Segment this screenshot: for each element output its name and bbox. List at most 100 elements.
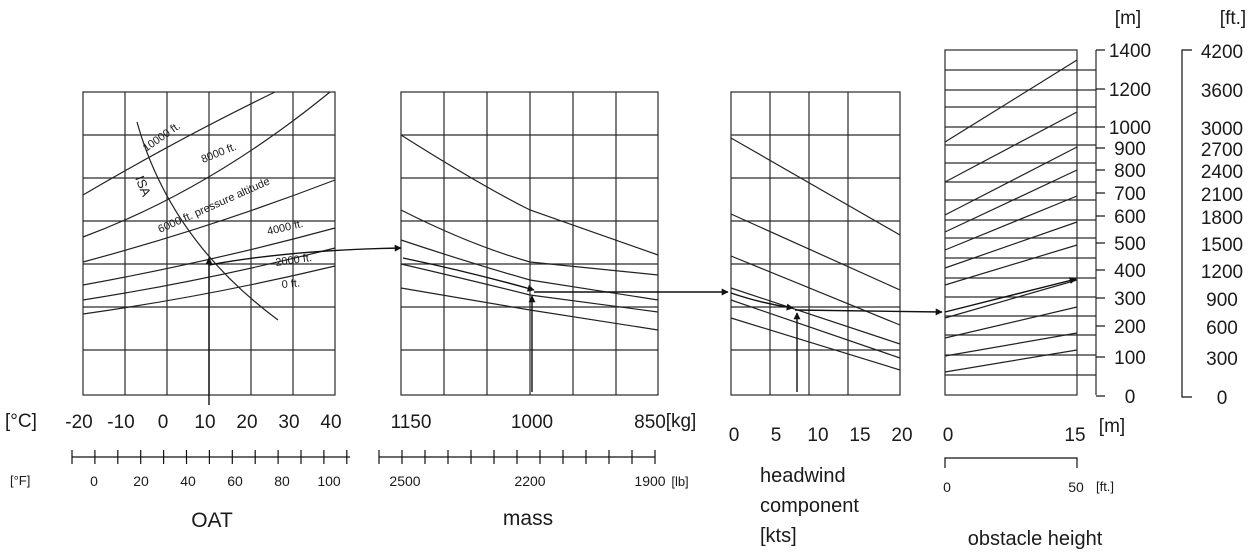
m-tick-label: 100: [1114, 348, 1146, 369]
obstacle-guide-line: [944, 146, 1078, 216]
isa-label: ISA: [132, 174, 154, 199]
obstacle-guide-line: [944, 195, 1078, 251]
lb-unit: [lb]: [671, 474, 688, 489]
oat-panel: ISA 10000 ft. 80 0 0 ft. 6000 ft. pressure…: [5, 91, 350, 532]
celsius-tick-label: 40: [320, 412, 341, 433]
obstacle-guide-line: [944, 169, 1078, 233]
m-tick-label: 300: [1114, 289, 1146, 310]
m-tick-label: 1400: [1109, 41, 1151, 62]
ft-tick-label: 2100: [1201, 185, 1243, 206]
wind-grid-frame: [730, 91, 901, 396]
wind-tick-label: 5: [771, 425, 782, 446]
altitude-curve: [82, 91, 276, 196]
wind-tick-label: 20: [891, 425, 912, 446]
m-tick-label: 800: [1114, 161, 1146, 182]
celsius-tick-label: 0: [158, 412, 169, 433]
fahrenheit-unit: [°F]: [10, 473, 30, 488]
ft-tick-label: 0: [1217, 388, 1228, 409]
lb-tick-label: 2200: [514, 473, 545, 489]
fahrenheit-tick-label: 80: [274, 473, 290, 489]
kg-tick-label: 1150: [391, 412, 432, 433]
wind-guide-line: [730, 255, 901, 326]
example-obstacle-climb: [944, 277, 1077, 313]
wind-ticks: 0 5 10 15 20: [729, 425, 913, 446]
ft-axis-ticks: 4200360030002700240021001800150012009006…: [1201, 42, 1243, 409]
ft-tick-label: 1800: [1201, 208, 1243, 229]
kg-tick-label: 1000: [511, 412, 553, 433]
wind-guide-line: [730, 299, 901, 359]
kg-tick-label: 850: [634, 412, 666, 433]
ft-tick-label: 3600: [1201, 81, 1243, 102]
ft-axis-unit: [ft.]: [1220, 8, 1246, 29]
celsius-tick-label: 10: [194, 412, 215, 433]
m-tick-label: 1000: [1109, 118, 1151, 139]
kg-unit: [kg]: [666, 411, 697, 432]
result-axes: [m] [ft.] 140012001000900800700600500400…: [1096, 8, 1246, 409]
m-tick-label: 600: [1114, 207, 1146, 228]
lb-minor-ticks: [378, 450, 656, 464]
fahrenheit-minor-ticks: [71, 450, 348, 464]
curve-label-10000: 10000 ft.: [141, 120, 183, 154]
oat-fahrenheit-ticks: 0 20 40 60 80 100: [90, 473, 341, 489]
obstacle-ft-unit: [ft.]: [1096, 479, 1114, 494]
example-wind-to-obstacle: [794, 308, 943, 316]
fahrenheit-tick-label: 60: [227, 473, 243, 489]
fahrenheit-tick-label: 20: [133, 473, 149, 489]
isa-curve: [136, 121, 279, 321]
m-tick-label: 700: [1114, 184, 1146, 205]
altitude-curve: [82, 91, 331, 238]
m-tick-label: 200: [1114, 317, 1146, 338]
curve-label-6000: 6000 ft. pressure altitude: [156, 176, 271, 236]
obstacle-m-unit: [m]: [1099, 416, 1125, 437]
altitude-curve: [82, 179, 336, 263]
obstacle-ft-ticks: 0 50: [943, 479, 1084, 495]
obstacle-m-tick-label: 15: [1064, 425, 1085, 446]
oat-axis-title: OAT: [191, 509, 233, 532]
example-wind-down: [730, 292, 794, 311]
obstacle-guide-line: [944, 279, 1078, 319]
oat-altitude-curves: [82, 91, 336, 315]
wind-title-line1: headwind: [760, 465, 846, 487]
obstacle-ft-tick-label: 0: [943, 479, 951, 495]
celsius-tick-label: 30: [278, 412, 299, 433]
example-mass-down: [402, 257, 535, 292]
mass-kg-ticks: 1150 1000 850: [391, 412, 666, 433]
ft-tick-label: 1200: [1201, 262, 1243, 283]
fahrenheit-tick-label: 100: [317, 473, 341, 489]
obstacle-guide-line: [944, 332, 1078, 357]
mass-guide-line: [400, 209, 659, 276]
wind-guide-line: [730, 213, 901, 291]
example-oat-to-mass: [208, 244, 402, 266]
obstacle-ft-scale: [944, 457, 1078, 468]
fahrenheit-tick-label: 40: [180, 473, 196, 489]
curve-label-2000: 2000 ft.: [275, 252, 313, 269]
ft-tick-label: 3000: [1201, 119, 1243, 140]
m-tick-label: 400: [1114, 261, 1146, 282]
mass-grid: [400, 91, 659, 396]
mass-axis-title: mass: [503, 507, 553, 530]
mass-panel: 1150 1000 850 [kg] 2500 2200 1900 [lb] mass: [378, 91, 697, 530]
m-tick-label: 500: [1114, 234, 1146, 255]
obstacle-guide-line: [944, 59, 1078, 143]
wind-title-line2: component: [760, 495, 859, 517]
mass-lb-ticks: 2500 2200 1900: [389, 473, 665, 489]
obstacle-m-ticks: 0 15: [943, 425, 1086, 446]
celsius-tick-label: 20: [236, 412, 257, 433]
mass-guide-line: [400, 263, 659, 313]
wind-guide-line: [730, 287, 901, 345]
m-axis-unit: [m]: [1115, 8, 1141, 29]
wind-tick-label: 10: [807, 425, 828, 446]
obstacle-ft-tick-label: 50: [1068, 479, 1084, 495]
wind-guide-line: [730, 317, 901, 371]
wind-panel: 0 5 10 15 20 headwind component [kts]: [729, 91, 913, 547]
lb-tick-label: 1900: [634, 473, 665, 489]
obstacle-m-tick-label: 0: [943, 425, 954, 446]
ft-tick-label: 4200: [1201, 42, 1243, 63]
wind-guide-line: [730, 137, 901, 236]
wind-tick-label: 15: [849, 425, 870, 446]
m-tick-label: 1200: [1109, 80, 1151, 101]
curve-label-0: 0 ft.: [281, 277, 300, 291]
ft-tick-label: 600: [1206, 318, 1238, 339]
obstacle-axis-title: obstacle height: [968, 528, 1103, 550]
